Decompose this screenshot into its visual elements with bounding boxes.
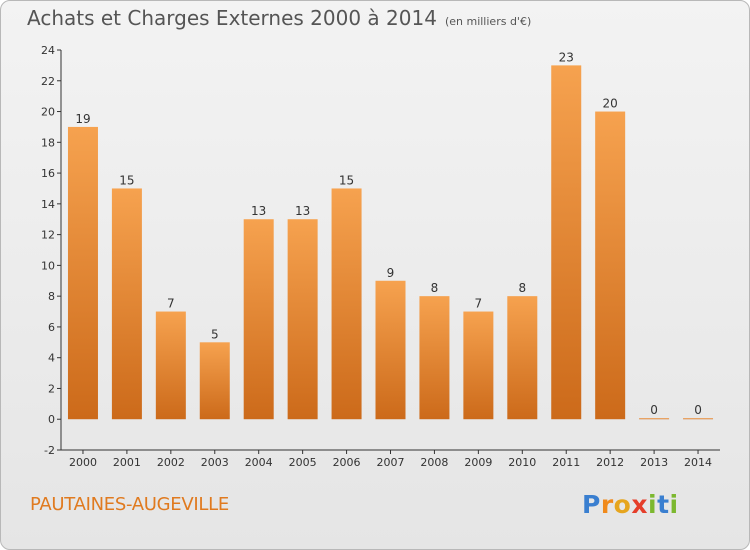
x-tick-label: 2006 (333, 456, 361, 469)
y-tick-label: 16 (41, 167, 55, 180)
y-tick-label: 24 (41, 44, 55, 57)
logo-letter: o (613, 490, 632, 519)
y-tick-label: 6 (48, 321, 55, 334)
bar (463, 311, 494, 420)
logo-letter: i (669, 490, 679, 519)
bar-value-label: 7 (167, 297, 175, 311)
y-tick-label: 8 (48, 290, 55, 303)
bars: 19 15 7 5 13 13 15 9 8 7 8 23 20 0 0 (67, 50, 714, 420)
bar-value-label: 23 (559, 50, 574, 64)
x-tick-label: 2008 (420, 456, 448, 469)
y-tick-label: 2 (48, 382, 55, 395)
bar-value-label: 8 (431, 281, 439, 295)
x-tick-label: 2011 (552, 456, 580, 469)
chart-title: Achats et Charges Externes 2000 à 2014 (e… (27, 6, 531, 30)
x-tick-label: 2002 (157, 456, 185, 469)
logo-letter: x (631, 490, 648, 519)
bar-value-label: 0 (650, 403, 658, 417)
y-tick-label: 20 (41, 106, 55, 119)
y-tick-label: -2 (44, 444, 55, 457)
x-tick-label: 2010 (508, 456, 536, 469)
bar (67, 126, 98, 420)
bar (287, 219, 318, 420)
bar (375, 280, 406, 420)
bar (111, 188, 142, 420)
logo-letter: r (600, 490, 614, 519)
bar (331, 188, 362, 420)
x-tick-label: 2007 (377, 456, 405, 469)
bar (507, 296, 538, 420)
commune-name: PAUTAINES-AUGEVILLE (30, 494, 229, 515)
bar (595, 111, 626, 420)
bar-value-label: 19 (75, 112, 90, 126)
bar (551, 65, 582, 420)
x-tick-label: 2012 (596, 456, 624, 469)
bar-value-label: 7 (475, 297, 483, 311)
y-tick-label: 22 (41, 75, 55, 88)
y-tick-label: 18 (41, 136, 55, 149)
bar-value-label: 9 (387, 266, 395, 280)
bar-value-label: 0 (694, 403, 702, 417)
bar-value-label: 8 (518, 281, 526, 295)
x-tick-label: 2005 (289, 456, 317, 469)
logo-letter: i (648, 490, 658, 519)
bar (419, 296, 450, 420)
title-text: Achats et Charges Externes 2000 à 2014 (27, 6, 437, 30)
bar (639, 418, 670, 420)
bar-value-label: 20 (603, 97, 618, 111)
x-tick-label: 2004 (245, 456, 273, 469)
bar-value-label: 5 (211, 327, 219, 341)
x-tick-label: 2000 (69, 456, 97, 469)
title-unit: (en milliers d'€) (444, 15, 532, 28)
x-tick-label: 2003 (201, 456, 229, 469)
y-tick-label: 14 (41, 198, 55, 211)
y-tick-label: 4 (48, 352, 55, 365)
x-tick-label: 2013 (640, 456, 668, 469)
x-tick-label: 2014 (684, 456, 712, 469)
y-tick-label: 12 (41, 229, 55, 242)
bar-value-label: 15 (119, 173, 134, 187)
bar-value-label: 13 (295, 204, 310, 218)
y-tick-label: 10 (41, 259, 55, 272)
logo-letter: t (657, 490, 670, 519)
bar-value-label: 15 (339, 173, 354, 187)
y-tick-label: 0 (48, 413, 55, 426)
proxiti-logo[interactable]: Proxiti (582, 490, 679, 519)
bar (199, 342, 230, 420)
bar-value-label: 13 (251, 204, 266, 218)
bar (243, 219, 274, 420)
bar (683, 418, 714, 420)
logo-letter: P (582, 490, 601, 519)
x-tick-label: 2009 (464, 456, 492, 469)
x-tick-label: 2001 (113, 456, 141, 469)
bar (155, 311, 186, 420)
